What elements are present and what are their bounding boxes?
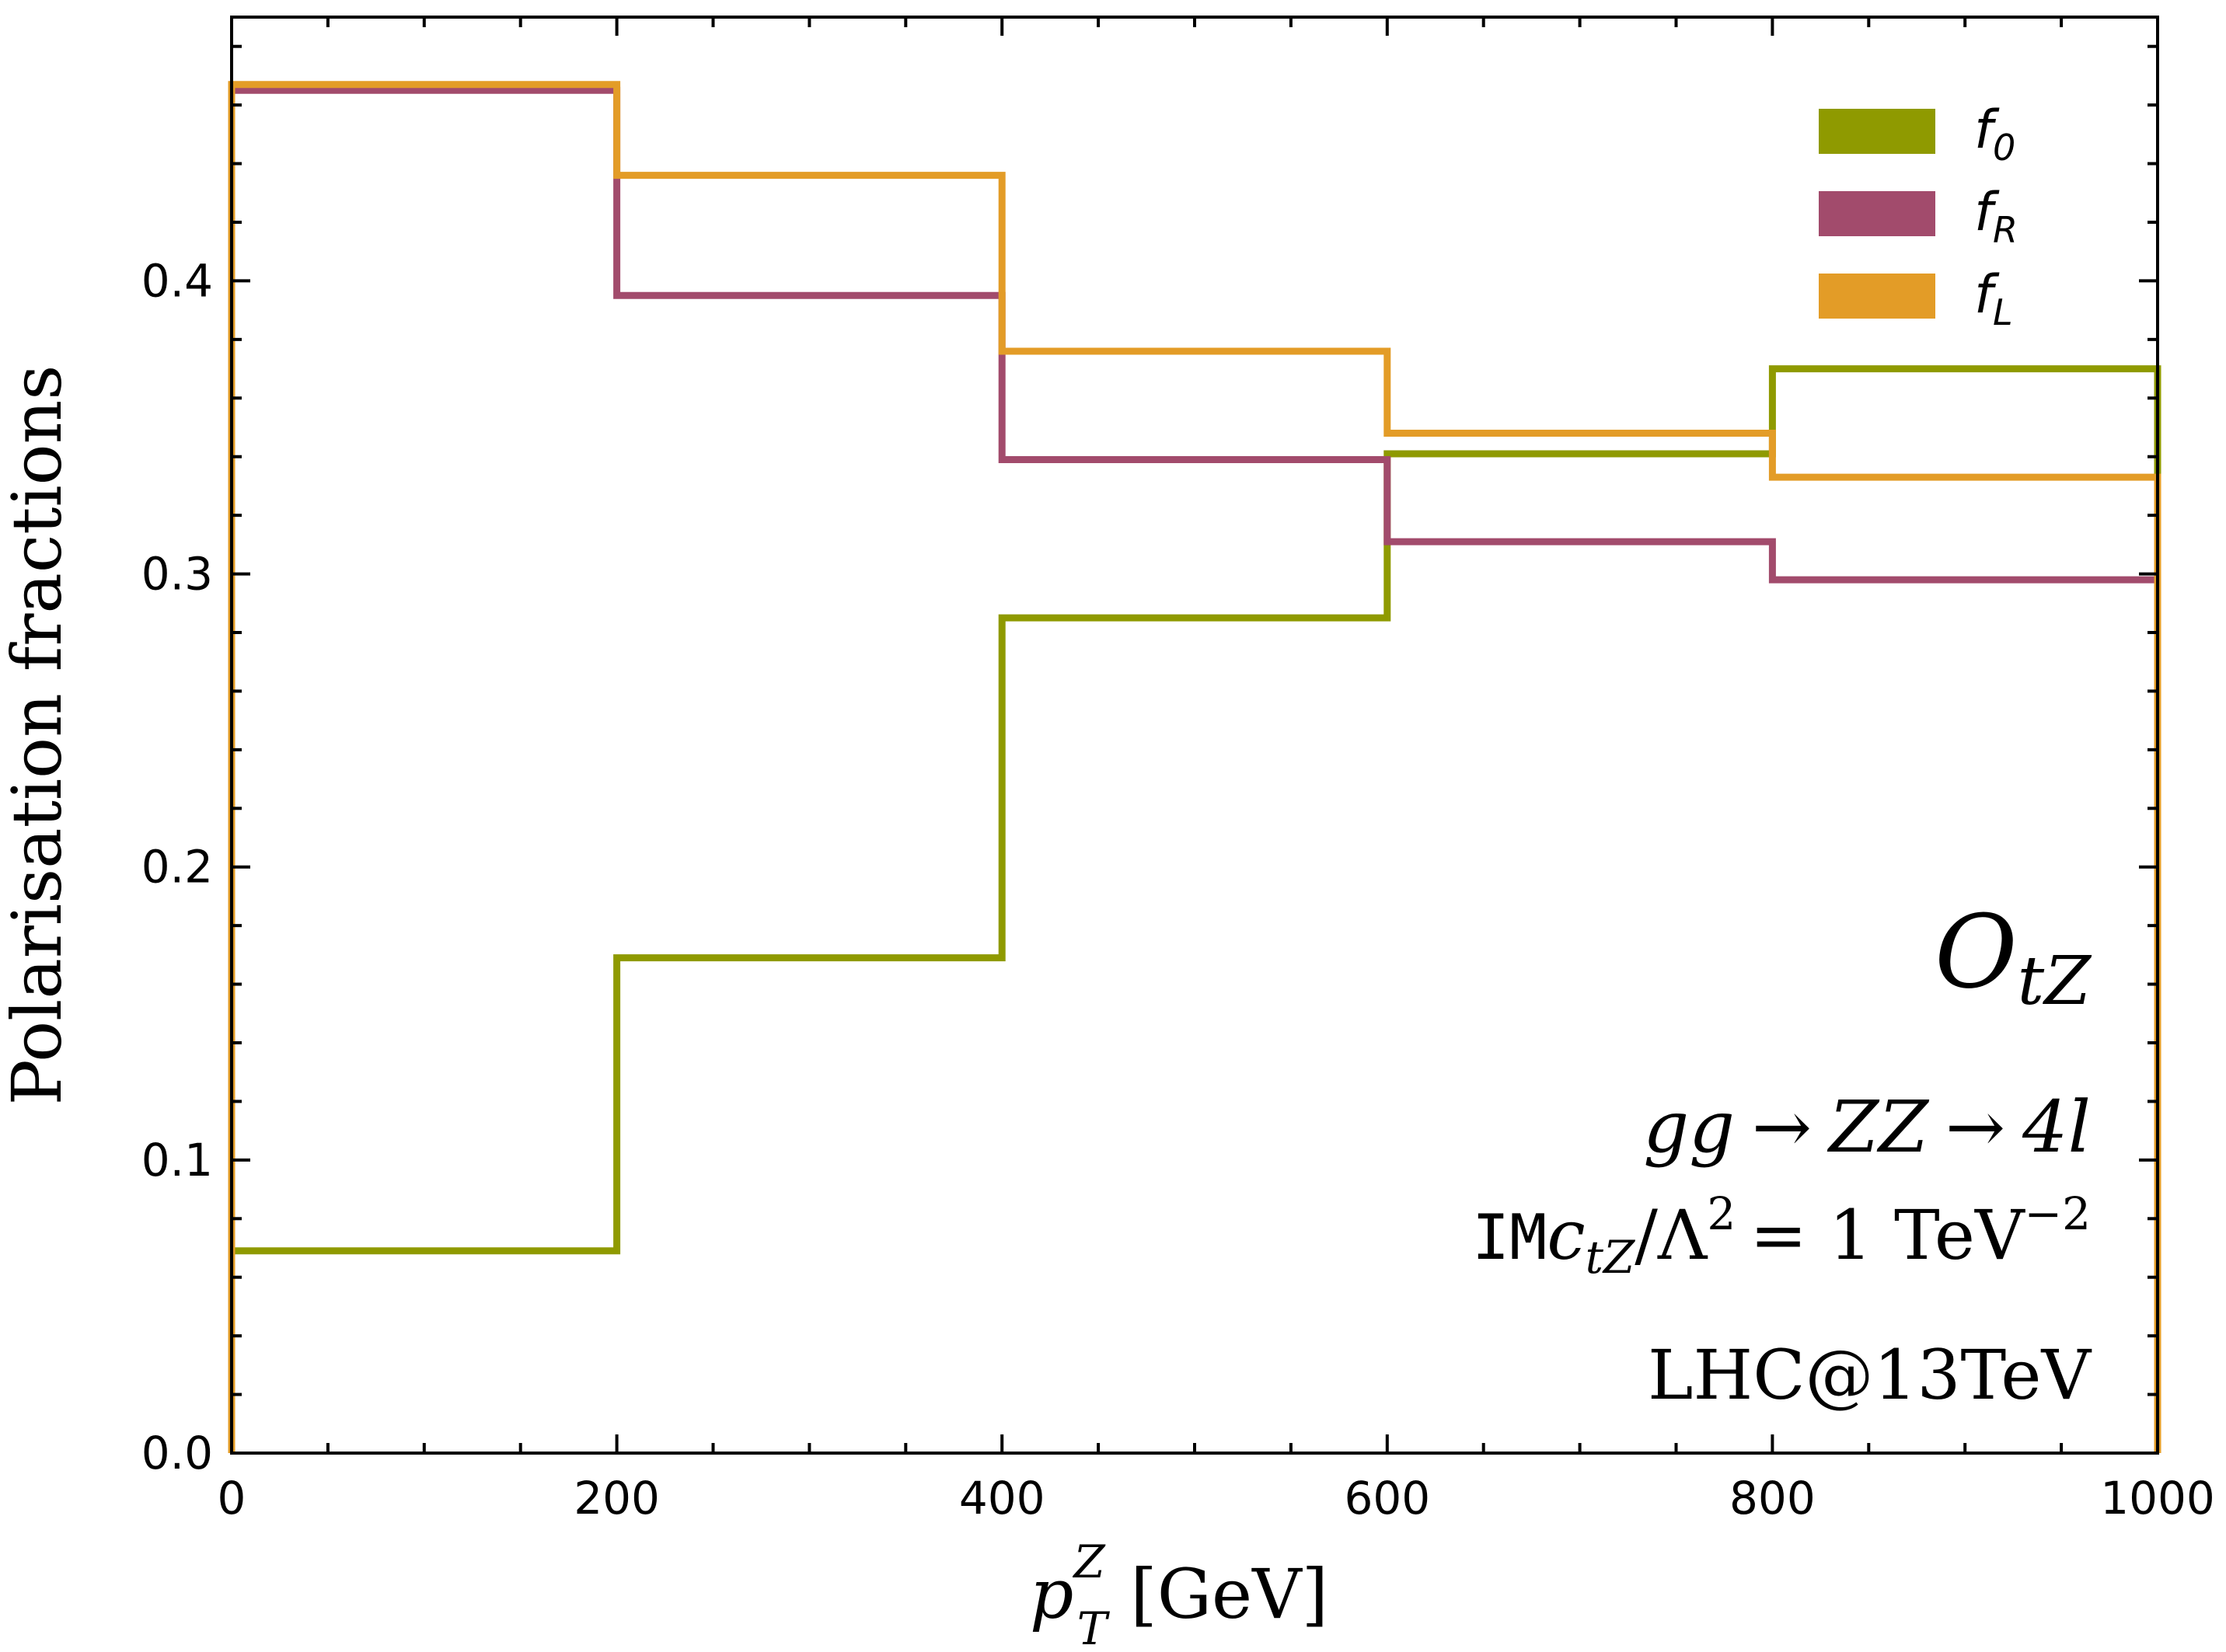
legend-label-f-L: fL (1974, 264, 2013, 333)
y-axis-title: Polarisation fractions (0, 365, 77, 1106)
x-tick-label: 1000 (2100, 1472, 2215, 1525)
x-axis-sub: T (1077, 1602, 1111, 1652)
series-f-L (228, 81, 2161, 1453)
series-group (228, 81, 2161, 1453)
series-f-0 (228, 365, 2161, 1453)
axis-tick-labels: 0 200 400 600 800 1000 0.0 0.1 0.2 0.3 0.4 (141, 254, 2215, 1525)
legend-swatch-f-R (1819, 191, 1935, 236)
legend-label-f-R: fR (1974, 182, 2018, 251)
y-tick-label: 0.3 (141, 548, 213, 601)
x-tick-label: 200 (574, 1472, 660, 1525)
legend-swatch-f-L (1819, 274, 1935, 319)
x-axis-super: Z (1072, 1535, 1106, 1588)
process-label: gg → ZZ → 4l (1643, 1086, 2091, 1169)
annotations: OtZ gg → ZZ → 4l IMctZ/Λ2 = 1 TeV−2 LHC@13TeV (1472, 893, 2092, 1415)
axis-ticks (230, 17, 2159, 1455)
x-tick-label: 400 (959, 1472, 1045, 1525)
x-axis-unit: [GeV] (1130, 1554, 1328, 1634)
x-tick-label: 0 (218, 1472, 246, 1525)
legend-swatch-f-0 (1819, 109, 1935, 154)
y-tick-label: 0.1 (141, 1134, 213, 1187)
x-axis-title: pZ T [GeV] (1030, 1535, 1328, 1652)
legend-label-f-0: f0 (1974, 99, 2015, 169)
operator-label: OtZ (1935, 893, 2092, 1020)
series-f-R (228, 86, 2161, 1453)
x-tick-label: 600 (1344, 1472, 1430, 1525)
x-axis-symbol: p (1030, 1554, 1073, 1634)
coupling-label: IMctZ/Λ2 = 1 TeV−2 (1472, 1187, 2091, 1284)
collider-label: LHC@13TeV (1648, 1335, 2092, 1415)
x-tick-label: 800 (1729, 1472, 1816, 1525)
y-tick-label: 0.4 (141, 254, 213, 307)
y-tick-label: 0.0 (141, 1427, 213, 1479)
legend: f0 fR fL (1819, 99, 2018, 333)
y-tick-label: 0.2 (141, 841, 213, 894)
